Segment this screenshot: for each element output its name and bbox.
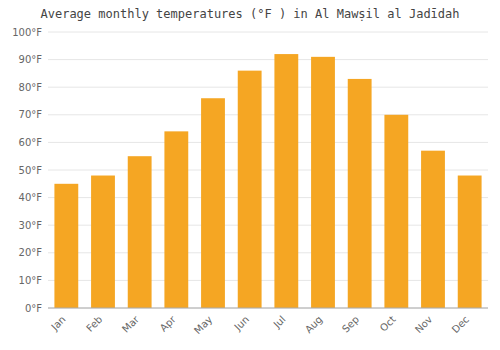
y-tick-label: 100°F — [12, 27, 42, 38]
x-tick-label: Oct — [378, 314, 398, 334]
chart-container: Average monthly temperatures (°F ) in Al… — [0, 0, 500, 350]
x-tick-label: Feb — [84, 314, 104, 334]
grid-line — [48, 114, 488, 115]
chart: Average monthly temperatures (°F ) in Al… — [0, 0, 500, 350]
y-tick-label: 0°F — [25, 303, 42, 314]
x-tick-label: May — [192, 314, 214, 336]
bar — [238, 71, 262, 308]
bar — [274, 54, 298, 308]
bar — [421, 151, 445, 308]
x-tick-label: Sep — [340, 314, 361, 335]
x-tick-label: Nov — [413, 314, 435, 336]
grid-line — [48, 87, 488, 88]
grid-line — [48, 32, 488, 33]
bar — [128, 156, 152, 308]
x-tick-label: Jul — [271, 314, 288, 331]
y-tick-label: 30°F — [19, 220, 43, 231]
x-axis: Jan Feb Mar Apr May Jun Jul Aug Sep Oct Nov Dec — [48, 313, 471, 336]
x-tick-label: Dec — [450, 314, 471, 335]
x-axis-line — [48, 308, 488, 309]
bar — [384, 115, 408, 308]
y-tick-label: 20°F — [19, 247, 43, 258]
grid-line — [48, 142, 488, 143]
y-tick-label: 40°F — [19, 192, 43, 203]
x-tick-label: Aug — [303, 314, 325, 336]
y-axis: 0°F 10°F 20°F 30°F 40°F 50°F 60°F 70°F 80°F 90°F 1… — [12, 27, 488, 314]
bar — [201, 98, 225, 308]
y-tick-label: 70°F — [19, 109, 43, 120]
x-tick-label: Mar — [120, 313, 142, 335]
bar — [348, 79, 372, 308]
x-tick-label: Jun — [232, 314, 252, 334]
grid-line — [48, 308, 488, 309]
title: Average monthly temperatures (°F ) in Al… — [40, 7, 459, 21]
bar — [311, 57, 335, 308]
bar — [54, 184, 78, 308]
y-tick-label: 50°F — [19, 165, 43, 176]
x-tick-label: Apr — [158, 313, 179, 334]
y-tick-label: 80°F — [19, 82, 43, 93]
y-tick-label: 60°F — [19, 137, 43, 148]
bars — [54, 54, 481, 308]
bar — [458, 176, 482, 308]
y-tick-label: 90°F — [19, 54, 43, 65]
x-tick-label: Jan — [48, 314, 67, 333]
y-tick-label: 10°F — [19, 275, 43, 286]
bar — [164, 131, 188, 308]
bar — [91, 176, 115, 308]
grid-line — [48, 59, 488, 60]
